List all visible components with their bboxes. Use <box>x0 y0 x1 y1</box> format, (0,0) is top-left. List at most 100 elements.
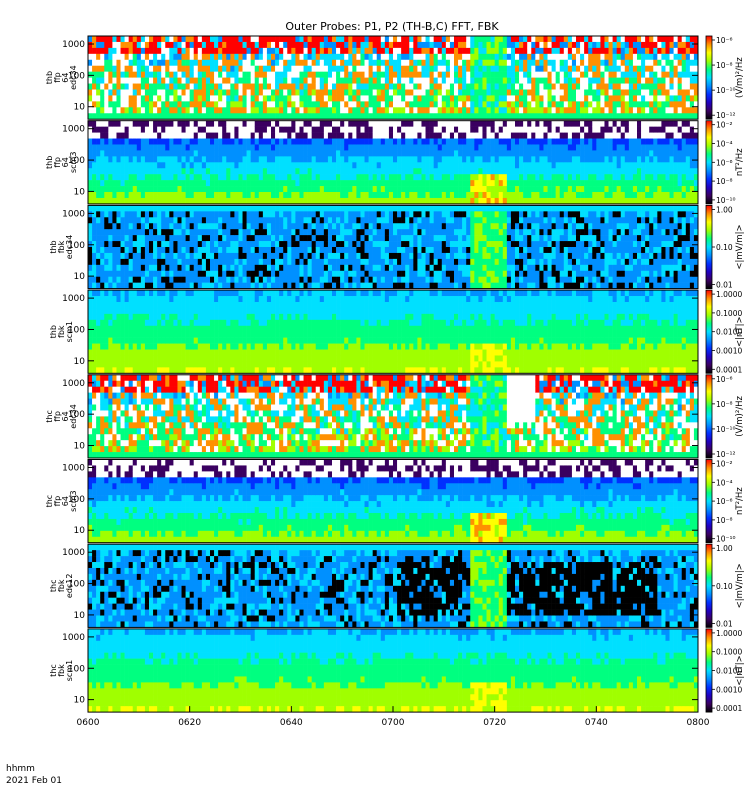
spectrogram-cell <box>539 36 544 43</box>
spectrogram-cell <box>116 59 121 67</box>
spectrogram-cell <box>275 241 280 248</box>
spectrogram-cell <box>673 144 678 151</box>
spectrogram-cell <box>368 113 373 120</box>
spectrogram-cell <box>641 144 646 151</box>
spectrogram-cell <box>100 36 105 43</box>
spectrogram-cell <box>449 107 455 114</box>
spectrogram-cell <box>571 107 577 114</box>
spectrogram-cell <box>287 241 292 248</box>
spectrogram-cell <box>421 180 426 187</box>
spectrogram-cell <box>275 247 280 254</box>
spectrogram-cell <box>494 113 500 120</box>
spectrogram-cell <box>303 192 308 199</box>
spectrogram-cell <box>498 65 504 72</box>
spectrogram-cell <box>185 162 190 169</box>
spectrogram-cell <box>506 59 512 67</box>
spectrogram-cell <box>323 41 329 49</box>
spectrogram-cell <box>397 59 402 67</box>
spectrogram-cell <box>315 192 321 199</box>
spectrogram-cell <box>275 192 280 199</box>
spectrogram-cell <box>368 77 373 84</box>
spectrogram-cell <box>165 168 170 175</box>
spectrogram-cell <box>100 89 105 96</box>
spectrogram-cell <box>287 192 292 199</box>
spectrogram-cell <box>173 53 178 61</box>
spectrogram-cell <box>693 83 699 90</box>
spectrogram-cell <box>88 113 93 120</box>
spectrogram-cell <box>100 270 105 278</box>
spectrogram-cell <box>470 101 475 108</box>
spectrogram-cell <box>279 235 284 242</box>
spectrogram-cell <box>108 150 113 157</box>
spectrogram-cell <box>144 156 150 163</box>
spectrogram-cell <box>246 65 251 72</box>
spectrogram-cell <box>246 162 251 169</box>
spectrogram-cell <box>543 53 548 61</box>
spectrogram-cell <box>197 47 203 55</box>
spectrogram-cell <box>303 162 308 169</box>
spectrogram-cell <box>600 162 605 169</box>
spectrogram-cell <box>657 101 662 108</box>
spectrogram-cell <box>266 59 272 67</box>
spectrogram-cell <box>425 150 430 157</box>
spectrogram-cell <box>287 223 292 230</box>
spectrogram-cell <box>360 59 365 67</box>
spectrogram-cell <box>628 65 634 72</box>
spectrogram-cell <box>576 47 581 55</box>
spectrogram-cell <box>588 144 593 151</box>
spectrogram-cell <box>689 138 695 145</box>
spectrogram-cell <box>417 41 422 49</box>
spectrogram-cell <box>413 113 418 120</box>
spectrogram-cell <box>214 168 219 175</box>
spectrogram-cell <box>340 174 345 181</box>
spectrogram-cell <box>279 211 284 218</box>
spectrogram-cell <box>185 282 190 289</box>
spectrogram-cell <box>405 126 410 133</box>
spectrogram-cell <box>624 71 630 78</box>
spectrogram-cell <box>397 71 402 78</box>
spectrogram-cell <box>157 235 162 242</box>
spectrogram-cell <box>462 192 467 199</box>
spectrogram-cell <box>547 156 552 163</box>
spectrogram-cell <box>287 150 292 157</box>
spectrogram-cell <box>214 192 219 199</box>
spectrogram-cell <box>226 174 231 181</box>
spectrogram-cell <box>340 36 345 43</box>
spectrogram-cell <box>136 138 142 145</box>
spectrogram-cell <box>409 180 414 187</box>
spectrogram-cell <box>124 120 129 127</box>
spectrogram-cell <box>254 217 260 224</box>
spectrogram-cell <box>393 41 398 49</box>
spectrogram-cell <box>234 89 239 96</box>
spectrogram-cell <box>275 197 280 205</box>
spectrogram-cell <box>344 180 349 187</box>
spectrogram-cell <box>462 138 467 145</box>
spectrogram-cell <box>319 150 325 157</box>
spectrogram-cell <box>527 95 532 102</box>
spectrogram-cell <box>157 113 162 120</box>
spectrogram-cell <box>250 247 256 254</box>
spectrogram-cell <box>535 107 540 114</box>
spectrogram-cell <box>201 95 207 102</box>
spectrogram-cell <box>201 41 207 49</box>
spectrogram-cell <box>104 174 109 181</box>
spectrogram-cell <box>92 252 97 260</box>
spectrogram-cell <box>445 174 451 181</box>
spectrogram-cell <box>210 36 215 43</box>
spectrogram-cell <box>397 101 402 108</box>
spectrogram-cell <box>210 252 215 260</box>
spectrogram-cell <box>246 144 251 151</box>
spectrogram-cell <box>262 270 268 278</box>
spectrogram-cell <box>604 101 609 108</box>
spectrogram-cell <box>417 197 422 205</box>
spectrogram-cell <box>616 197 622 205</box>
spectrogram-cell <box>384 41 390 49</box>
spectrogram-cell <box>140 235 146 242</box>
spectrogram-cell <box>498 101 504 108</box>
spectrogram-cell <box>405 132 410 139</box>
spectrogram-cell <box>527 168 532 175</box>
spectrogram-cell <box>120 126 125 133</box>
spectrogram-cell <box>124 205 129 212</box>
spectrogram-cell <box>677 77 683 84</box>
spectrogram-cell <box>571 186 577 193</box>
